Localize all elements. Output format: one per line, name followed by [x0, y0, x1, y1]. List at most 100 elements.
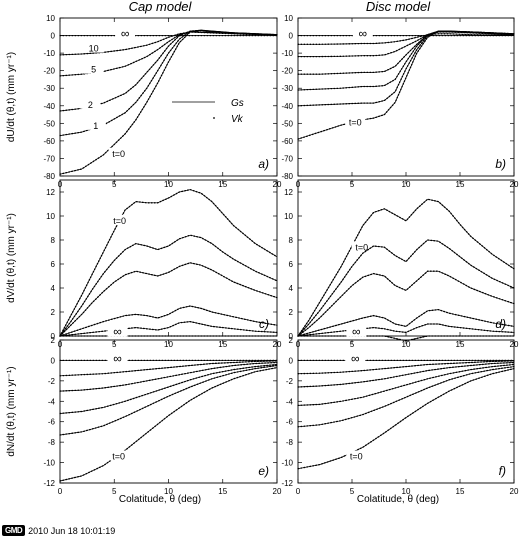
series-label-bg	[115, 28, 136, 39]
y-tick-label: -50	[43, 119, 55, 128]
y-tick-label: 10	[284, 212, 293, 221]
panel-label: f)	[499, 464, 506, 478]
timestamp-stamp: GMD 2010 Jun 18 10:01:19	[2, 525, 115, 536]
y-tick-label: -30	[281, 84, 293, 93]
x-tick-label: 10	[402, 487, 411, 496]
x-tick-label: 5	[112, 487, 117, 496]
x-axis-label-left: Colatitude, θ (deg)	[119, 494, 201, 505]
legend-dotted-label: Vk	[231, 114, 244, 125]
series-line-gs	[297, 239, 515, 337]
series-line-gs	[59, 367, 278, 482]
series-label: ∞	[352, 325, 361, 339]
series-label: ∞	[113, 351, 122, 365]
column-title-cap: Cap model	[129, 0, 193, 14]
y-tick-label: 10	[284, 14, 293, 23]
series-label-bg	[108, 450, 129, 461]
x-tick-label: 15	[218, 340, 227, 349]
x-tick-label: 5	[350, 340, 355, 349]
panel-frame	[297, 17, 515, 177]
panel-label: c)	[259, 317, 269, 331]
series-label-bg	[351, 241, 372, 252]
panels-group: 0 5 10 15 20-80-70-60-50-40-30-20-10010dU/dt…	[6, 14, 519, 496]
gmd-logo: GMD	[2, 525, 26, 536]
y-tick-label: -8	[48, 438, 56, 447]
series-line-gs	[297, 198, 515, 337]
y-axis-label: dU/dt (θ,t) (mm yr⁻¹)	[6, 52, 17, 142]
y-tick-label: 6	[51, 260, 56, 269]
y-tick-label: -30	[43, 84, 55, 93]
y-tick-label: -4	[286, 397, 294, 406]
series-line-gs	[59, 305, 278, 337]
series-label: 5	[91, 65, 96, 75]
y-axis-label: dN/dt (θ,t) (mm yr⁻¹)	[6, 366, 17, 456]
panel-label: b)	[495, 157, 506, 171]
y-tick-label: 4	[289, 284, 294, 293]
y-tick-label: -60	[43, 137, 55, 146]
y-tick-label: 8	[51, 236, 56, 245]
series-line-vk	[297, 30, 515, 140]
panel-a: 0 5 10 15 20-80-70-60-50-40-30-20-10010dU/dt…	[6, 14, 282, 189]
series-label: ∞	[121, 27, 130, 41]
y-tick-label: 4	[51, 284, 56, 293]
series-label: 2	[88, 100, 93, 110]
series-label: t=0	[349, 117, 362, 127]
y-tick-label: 2	[51, 336, 56, 345]
series-label-bg	[352, 28, 373, 39]
y-tick-label: 6	[289, 260, 294, 269]
series-label: t=0	[113, 216, 126, 226]
series-line-vk	[297, 367, 515, 470]
x-tick-label: 20	[510, 487, 519, 496]
series-label-bg	[346, 450, 367, 461]
y-axis-label: dV/dt (θ,t) (mm yr⁻¹)	[6, 213, 17, 303]
x-tick-label: 10	[164, 180, 173, 189]
series-label-bg	[345, 116, 366, 127]
series-line-vk	[297, 360, 515, 375]
x-tick-label: 5	[112, 180, 117, 189]
y-tick-label: -10	[281, 459, 293, 468]
series-line-vk	[297, 365, 515, 428]
legend: Gs Vk	[172, 98, 244, 125]
y-tick-label: -60	[281, 137, 293, 146]
y-tick-label: -40	[281, 102, 293, 111]
y-tick-label: -6	[286, 418, 294, 427]
x-tick-label: 5	[350, 180, 355, 189]
series-line-vk	[59, 361, 278, 392]
y-tick-label: 2	[289, 308, 294, 317]
y-tick-label: -20	[43, 67, 55, 76]
series-label-bg	[80, 98, 101, 109]
series-line-vk	[59, 360, 278, 377]
y-tick-label: 2	[289, 336, 294, 345]
y-tick-label: 0	[51, 332, 56, 341]
y-tick-label: -10	[281, 49, 293, 58]
series-line-vk	[59, 305, 278, 337]
series-line-vk	[297, 239, 515, 337]
series-line-vk	[59, 31, 278, 56]
legend-dotted-swatch	[213, 117, 215, 119]
series-label-bg	[83, 42, 104, 53]
y-tick-label: -6	[48, 418, 56, 427]
series-line-vk	[59, 234, 278, 337]
x-tick-label: 5	[350, 487, 355, 496]
series-label: t=0	[350, 451, 363, 461]
series-line-vk	[297, 198, 515, 337]
x-tick-label: 10	[402, 340, 411, 349]
stamp-text: 2010 Jun 18 10:01:19	[28, 525, 116, 536]
series-label: ∞	[351, 351, 360, 365]
y-tick-label: -4	[48, 397, 56, 406]
y-tick-label: 0	[51, 356, 56, 365]
y-tick-label: -20	[281, 67, 293, 76]
series-line-vk	[297, 361, 515, 388]
series-line-vk	[297, 33, 515, 45]
series-label-bg	[85, 119, 106, 130]
series-line-vk	[59, 363, 278, 415]
y-tick-label: -10	[43, 459, 55, 468]
x-tick-label: 15	[218, 487, 227, 496]
x-tick-label: 20	[273, 487, 282, 496]
series-line-vk	[59, 188, 278, 337]
y-tick-label: -80	[281, 172, 293, 181]
x-tick-label: 0	[58, 487, 63, 496]
series-line-vk	[59, 366, 278, 482]
x-tick-label: 0	[296, 487, 301, 496]
y-tick-label: 10	[46, 212, 55, 221]
